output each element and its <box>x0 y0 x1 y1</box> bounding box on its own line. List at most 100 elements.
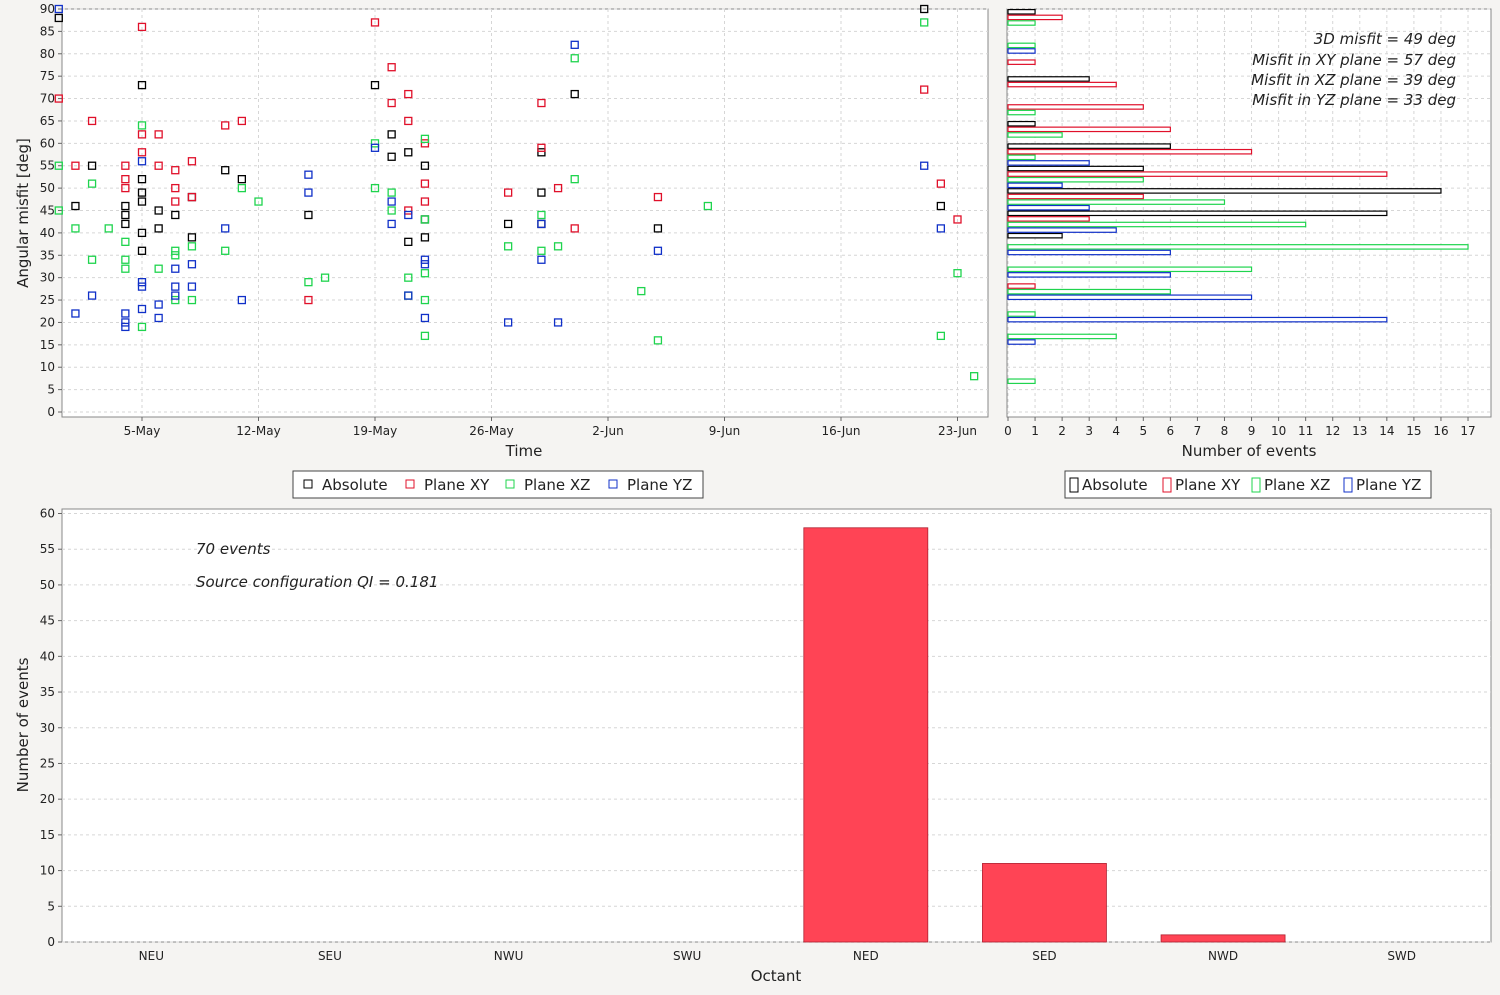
source-qi-annotation: Source configuration QI = 0.181 <box>196 573 438 591</box>
octant-y-tick-label: 15 <box>40 828 55 842</box>
legend-marker-xz <box>505 479 515 489</box>
octant-y-tick-label: 55 <box>40 542 55 556</box>
octant-x-tick-label: SWU <box>673 949 701 963</box>
scatter-point-xz <box>187 242 197 251</box>
histogram-bar-xy <box>1007 14 1063 21</box>
scatter-x-axis-title: Time <box>505 442 543 460</box>
scatter-point-yz <box>237 295 247 305</box>
histogram-x-tick-label: 2 <box>1058 424 1066 438</box>
scatter-point-xz <box>969 372 979 381</box>
legend-label-xy: Plane XY <box>424 476 490 494</box>
scatter-point-xy <box>187 192 197 202</box>
scatter-point-yz <box>404 291 413 300</box>
octant-y-tick-label: 60 <box>40 507 55 521</box>
histogram-bar-xz <box>1007 20 1036 26</box>
scatter-chart: 0 5 10 15 20 25 30 35 40 45 50 55 60 65 70 75 80 85 90 5-M… <box>14 2 989 460</box>
histogram-x-tick-label: 8 <box>1221 424 1229 438</box>
histogram-bar-xy <box>1007 171 1388 177</box>
scatter-point-xy <box>404 206 413 215</box>
scatter-point-yz <box>171 282 180 291</box>
scatter-point-xz <box>420 295 430 305</box>
scatter-point-absolute <box>387 152 396 161</box>
scatter-point-absolute <box>137 188 147 197</box>
scatter-y-tick-label: 50 <box>40 181 55 195</box>
scatter-point-yz <box>304 188 313 197</box>
scatter-y-tick-label: 10 <box>40 360 55 374</box>
scatter-point-absolute <box>154 224 163 233</box>
octant-y-tick-label: 35 <box>40 685 55 699</box>
scatter-point-yz <box>370 143 380 152</box>
misfit-xy-annotation: Misfit in XY plane = 57 deg <box>1252 51 1456 69</box>
scatter-point-xz <box>404 273 413 282</box>
scatter-point-absolute <box>137 197 147 206</box>
scatter-point-absolute <box>304 210 313 220</box>
octant-x-tick-label: SWD <box>1387 949 1416 963</box>
scatter-point-absolute <box>387 130 396 139</box>
scatter-point-yz <box>187 282 197 291</box>
misfit-xz-annotation: Misfit in XZ plane = 39 deg <box>1251 71 1456 89</box>
scatter-point-xz <box>171 295 180 305</box>
scatter-point-xy <box>121 183 130 193</box>
histogram-bar-xz <box>1007 199 1226 205</box>
scatter-y-tick-label: 55 <box>40 159 55 173</box>
scatter-point-yz <box>137 304 147 314</box>
scatter-point-xy <box>370 18 380 27</box>
octant-x-tick-label: NWD <box>1208 949 1238 963</box>
scatter-point-absolute <box>154 206 163 215</box>
legend-marker-xy <box>405 479 415 489</box>
scatter-point-yz <box>537 255 546 264</box>
scatter-point-absolute <box>920 4 929 14</box>
scatter-point-absolute <box>137 80 147 90</box>
histogram-bar-yz <box>1007 227 1117 233</box>
histogram-x-tick-label: 12 <box>1325 424 1340 438</box>
scatter-point-xy <box>387 98 396 108</box>
scatter-point-xz <box>304 277 313 287</box>
scatter-point-xy <box>420 139 430 148</box>
histogram-bar-xz <box>1007 42 1036 49</box>
scatter-point-absolute <box>503 219 513 229</box>
histogram-bar-xz <box>1007 333 1117 340</box>
scatter-point-xz <box>137 322 147 332</box>
histogram-bar-yz <box>1007 294 1253 301</box>
scatter-point-xz <box>254 197 263 206</box>
scatter-point-xy <box>420 197 430 206</box>
histogram-bar-yz <box>1007 316 1388 323</box>
hist-legend-marker-xz <box>1251 477 1261 493</box>
histogram-x-tick-label: 10 <box>1271 424 1286 438</box>
octant-bars <box>803 527 1286 943</box>
scatter-point-yz <box>187 260 197 269</box>
scatter-point-xz <box>187 295 197 305</box>
scatter-point-xy <box>387 63 396 72</box>
histogram-x-tick-label: 13 <box>1352 424 1367 438</box>
octant-x-tick-label: NEU <box>139 949 164 963</box>
scatter-point-yz <box>137 157 147 166</box>
histogram-bar-yz <box>1007 339 1036 345</box>
scatter-point-absolute <box>171 210 180 220</box>
scatter-point-yz <box>87 291 97 300</box>
scatter-point-yz <box>54 4 63 14</box>
histogram-bar-yz <box>1007 182 1063 189</box>
scatter-point-yz <box>387 197 396 206</box>
scatter-point-xz <box>637 286 646 296</box>
misfit-yz-annotation: Misfit in YZ plane = 33 deg <box>1252 91 1456 109</box>
octant-y-tick-label: 30 <box>40 721 55 735</box>
legend-label-yz: Plane YZ <box>627 476 692 494</box>
octant-chart: 0 5 10 15 20 25 30 35 40 45 50 55 60 NEU SEU NWU SWU NED… <box>14 507 1492 985</box>
scatter-point-absolute <box>936 201 946 211</box>
scatter-x-tick-label: 23-Jun <box>938 424 977 438</box>
scatter-point-xy <box>537 143 546 152</box>
scatter-point-xz <box>420 331 430 341</box>
scatter-point-yz <box>121 322 130 332</box>
scatter-point-absolute <box>187 233 197 242</box>
scatter-point-absolute <box>121 210 130 220</box>
histogram-bar-xy <box>1007 126 1171 133</box>
scatter-points <box>54 4 979 381</box>
octant-y-tick-label: 40 <box>40 649 55 663</box>
scatter-point-yz <box>121 318 130 327</box>
scatter-point-xy <box>137 148 147 157</box>
scatter-y-tick-label: 80 <box>40 47 55 61</box>
scatter-x-ticks: 5-May 12-May 19-May 26-May 2-Jun 9-Jun 16-Jun 2… <box>124 417 977 438</box>
legend-marker-absolute <box>303 479 313 489</box>
scatter-point-xy <box>304 295 313 305</box>
